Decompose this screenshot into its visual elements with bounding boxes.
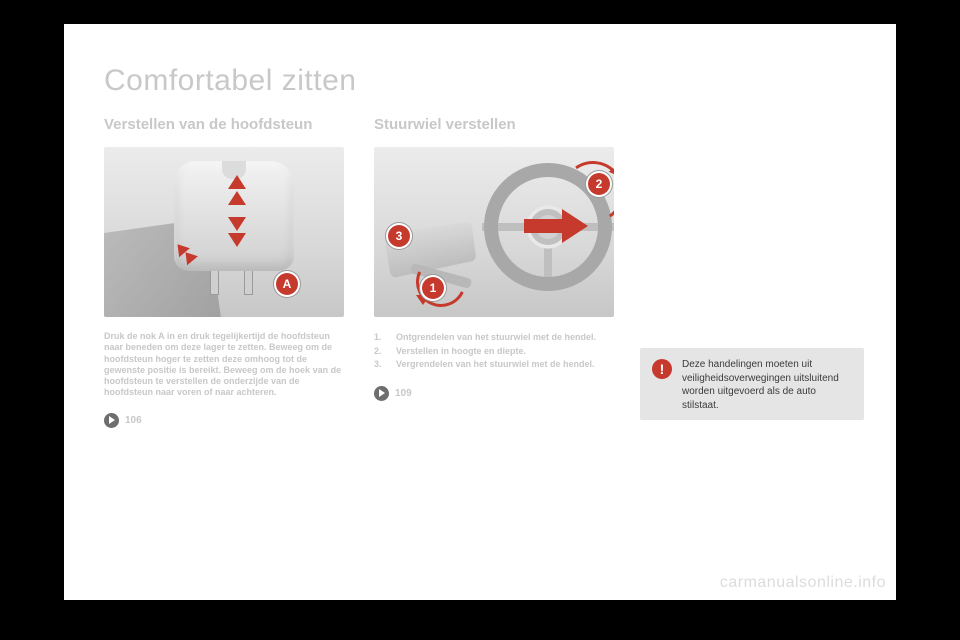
headrest-paragraph: Druk de nok A in en druk tegelijkertijd …: [104, 331, 344, 399]
list-item: 1. Ontgrendelen van het stuurwiel met de…: [374, 331, 614, 345]
step-text: Verstellen in hoogte en diepte.: [396, 345, 526, 359]
step-text: Ontgrendelen van het stuurwiel met de he…: [396, 331, 596, 345]
callout-badge-1: 1: [422, 277, 444, 299]
callout-badge-3: 3: [388, 225, 410, 247]
warning-box: ! Deze handelingen moeten uit veiligheid…: [640, 348, 864, 420]
arrow-down-icon: [228, 233, 246, 247]
headrest-heading: Verstellen van de hoofdsteun: [104, 116, 344, 133]
steering-steps: 1. Ontgrendelen van het stuurwiel met de…: [374, 331, 614, 372]
page-ref-icon: [374, 386, 389, 401]
page-ref-number: 109: [395, 388, 412, 399]
page-title: Comfortabel zitten: [104, 64, 356, 98]
step-number: 3.: [374, 358, 386, 372]
step-number: 2.: [374, 345, 386, 359]
arrow-tilt-icon: [174, 243, 200, 269]
arrow-up-icon: [228, 175, 246, 189]
section-headrest: Verstellen van de hoofdsteun A Druk de n…: [104, 116, 344, 428]
page-reference: 109: [374, 386, 614, 401]
warning-icon: !: [652, 359, 672, 379]
warning-text: Deze handelingen moeten uit veiligheidso…: [682, 358, 852, 410]
step-number: 1.: [374, 331, 386, 345]
page-reference: 106: [104, 413, 344, 428]
arrow-down-icon: [228, 217, 246, 231]
list-item: 2. Verstellen in hoogte en diepte.: [374, 345, 614, 359]
manual-page: Comfortabel zitten Verstellen van de hoo…: [64, 24, 896, 600]
callout-badge-2: 2: [588, 173, 610, 195]
steering-figure: 1 2 3: [374, 147, 614, 317]
steering-heading: Stuurwiel verstellen: [374, 116, 614, 133]
watermark-text: carmanualsonline.info: [720, 574, 886, 592]
callout-badge-a: A: [276, 273, 298, 295]
headrest-figure: A: [104, 147, 344, 317]
page-ref-number: 106: [125, 415, 142, 426]
arrow-up-icon: [228, 191, 246, 205]
step-text: Vergrendelen van het stuurwiel met de he…: [396, 358, 595, 372]
page-ref-icon: [104, 413, 119, 428]
list-item: 3. Vergrendelen van het stuurwiel met de…: [374, 358, 614, 372]
section-steering: Stuurwiel verstellen 1 2 3 1. Ontgrendel…: [374, 116, 614, 401]
